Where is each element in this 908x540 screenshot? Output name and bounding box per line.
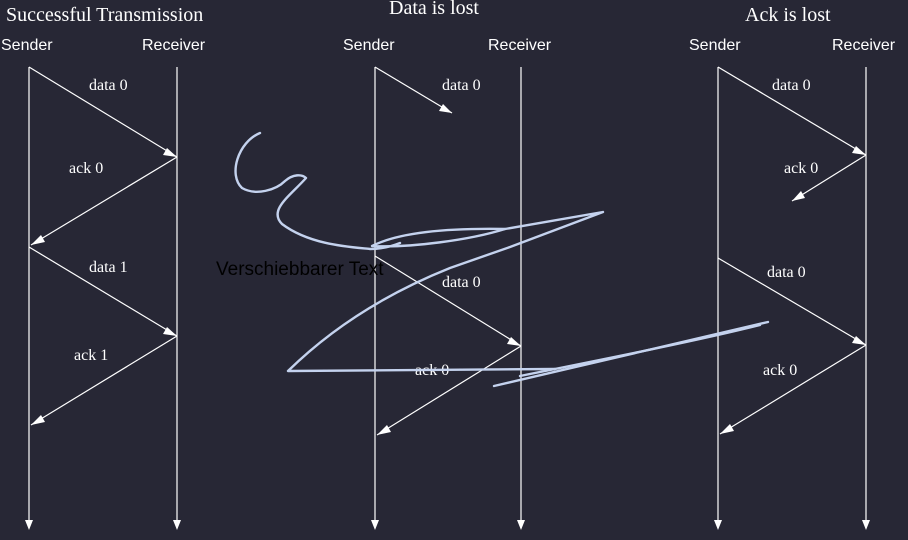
timeline-arrowhead <box>517 520 525 530</box>
message-arrowhead <box>852 146 866 155</box>
message-arrowhead <box>163 327 177 336</box>
panel-title: Data is lost <box>389 0 479 19</box>
message-arrow <box>28 246 178 337</box>
timeline-arrowhead <box>173 520 181 530</box>
panel-title: Successful Transmission <box>6 4 203 26</box>
message-arrowhead <box>720 424 734 434</box>
message-arrow <box>719 344 867 435</box>
timeline-arrowhead <box>371 520 379 530</box>
message-label: ack 0 <box>69 160 103 177</box>
sender-label: Sender <box>343 37 395 54</box>
message-arrowhead <box>439 104 452 113</box>
message-arrow <box>374 255 522 347</box>
timeline-arrowhead <box>862 520 870 530</box>
message-label: data 1 <box>89 259 128 276</box>
message-label: ack 0 <box>784 160 818 177</box>
sender-label: Sender <box>689 37 741 54</box>
panel-title: Ack is lost <box>745 4 831 26</box>
panel-successful-transmission: Successful Transmission Sender Receiver … <box>1 4 206 530</box>
message-label: ack 0 <box>763 362 797 379</box>
message-arrowhead <box>31 415 45 425</box>
freehand-stroke[interactable] <box>286 210 605 373</box>
freehand-scribbles[interactable] <box>234 131 770 388</box>
message-label: data 0 <box>767 264 806 281</box>
panel-data-is-lost: Data is lost Sender Receiver data 0 data… <box>343 0 552 530</box>
message-arrowhead <box>507 337 521 346</box>
lost-message-arrow <box>791 154 867 202</box>
message-arrow <box>717 66 867 156</box>
message-arrowhead <box>163 148 177 157</box>
panel-ack-is-lost: Ack is lost Sender Receiver data 0 ack 0… <box>689 4 896 530</box>
message-label: ack 1 <box>74 347 108 364</box>
timeline-arrowhead <box>25 520 33 530</box>
receiver-label: Receiver <box>488 37 552 54</box>
message-arrow <box>717 257 867 346</box>
freehand-stroke[interactable] <box>370 227 507 248</box>
movable-text[interactable]: Verschiebbarer Text <box>216 259 384 280</box>
message-arrow <box>376 345 522 436</box>
message-label: data 0 <box>442 77 481 94</box>
receiver-label: Receiver <box>832 37 896 54</box>
message-arrowhead <box>852 336 866 345</box>
message-arrowhead <box>31 235 45 245</box>
freehand-stroke[interactable] <box>518 323 762 378</box>
message-label: data 0 <box>772 77 811 94</box>
message-label: data 0 <box>442 274 481 291</box>
lost-message-arrow <box>374 66 453 114</box>
message-arrowhead <box>377 425 391 435</box>
timeline-arrowhead <box>714 520 722 530</box>
message-arrow <box>30 156 178 246</box>
message-arrow <box>28 66 178 158</box>
message-arrowhead <box>792 191 805 201</box>
message-label: data 0 <box>89 77 128 94</box>
receiver-label: Receiver <box>142 37 206 54</box>
freehand-stroke[interactable] <box>234 131 402 251</box>
sender-label: Sender <box>1 37 53 54</box>
message-arrow <box>30 335 178 426</box>
